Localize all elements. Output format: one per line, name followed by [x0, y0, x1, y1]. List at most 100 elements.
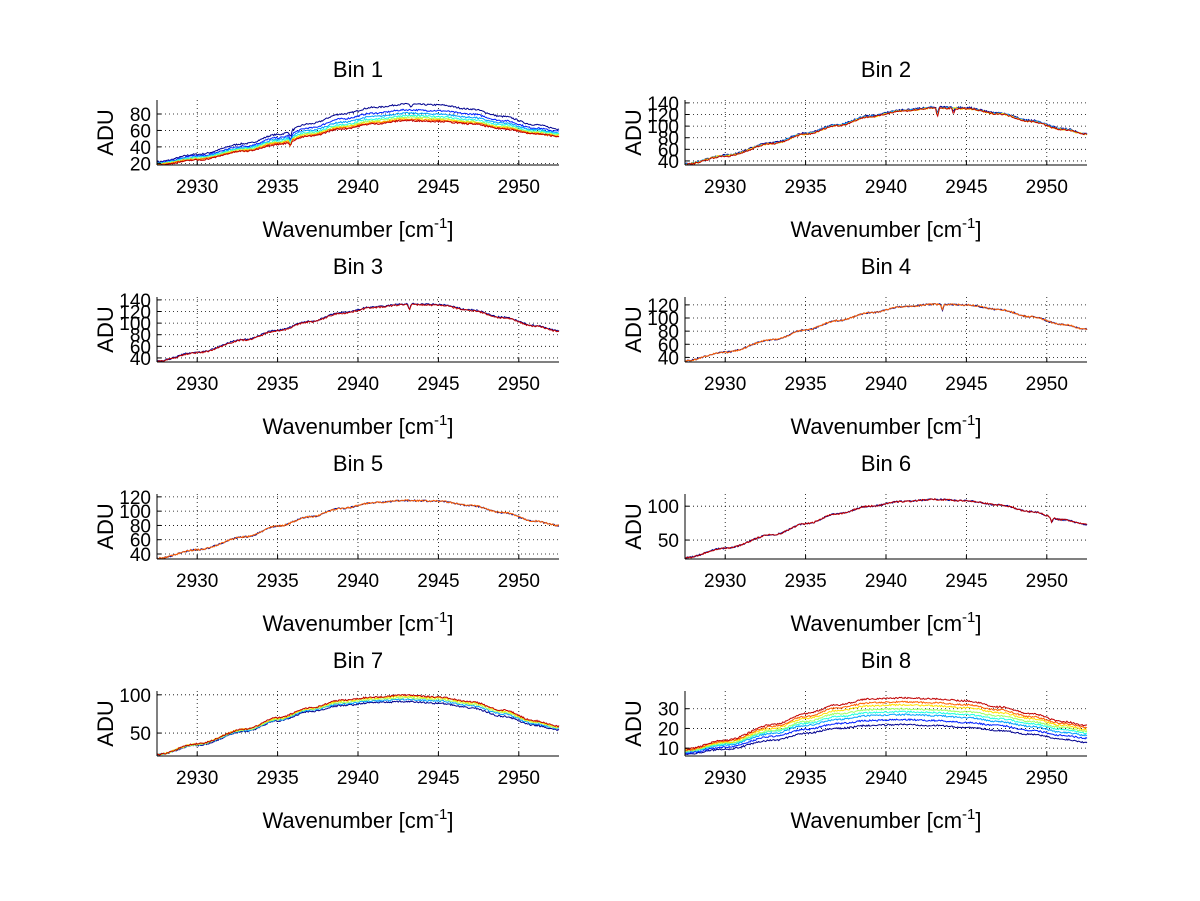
y-tick-label: 50: [130, 724, 151, 745]
series-line: [156, 696, 560, 756]
x-tick-label: 2950: [1026, 768, 1068, 789]
y-tick-label: 80: [130, 105, 151, 126]
series-line: [156, 102, 560, 163]
x-axis-label: Wavenumber [cm-1]: [262, 806, 453, 833]
y-axis-label: ADU: [621, 306, 646, 352]
chart-title: Bin 8: [861, 648, 911, 673]
y-tick-label: 120: [647, 106, 679, 127]
x-tick-label: 2945: [945, 177, 987, 198]
chart-title: Bin 4: [861, 254, 911, 279]
x-tick-label: 2940: [865, 177, 907, 198]
chart-title: Bin 5: [333, 451, 383, 476]
x-tick-label: 2945: [945, 571, 987, 592]
series-line: [156, 303, 560, 363]
series-line: [156, 499, 560, 560]
x-tick-label: 2945: [945, 374, 987, 395]
y-axis-label: ADU: [621, 700, 646, 746]
chart-title: Bin 6: [861, 451, 911, 476]
y-tick-label: 100: [119, 314, 151, 335]
y-tick-label: 120: [119, 488, 151, 509]
y-tick-label: 100: [647, 497, 679, 518]
x-axis-label-main: Wavenumber [cm: [262, 414, 434, 439]
y-tick-label: 140: [119, 291, 151, 312]
x-axis-label-superscript: -1: [434, 412, 447, 429]
x-tick-label: 2930: [704, 177, 746, 198]
y-tick-label: 40: [130, 349, 151, 370]
chart-title: Bin 2: [861, 57, 911, 82]
x-tick-label: 2935: [784, 374, 826, 395]
x-tick-label: 2950: [498, 374, 540, 395]
subplot-bin-7: 2930 2935 2940 2945 2950 50 100 Bin 7 ADU Wavenum…: [93, 648, 560, 833]
x-tick-label: 2940: [337, 374, 379, 395]
x-axis-label-superscript: -1: [962, 215, 975, 232]
x-tick-label: 2940: [337, 177, 379, 198]
chart-title: Bin 7: [333, 648, 383, 673]
y-tick-label: 60: [658, 140, 679, 161]
y-tick-label: 100: [119, 686, 151, 707]
x-tick-label: 2935: [256, 374, 298, 395]
x-tick-label: 2935: [256, 571, 298, 592]
x-tick-label: 2950: [498, 571, 540, 592]
x-tick-label: 2950: [498, 768, 540, 789]
series-line: [684, 106, 1088, 166]
y-tick-label: 60: [130, 337, 151, 358]
x-axis-label: Wavenumber [cm-1]: [790, 215, 981, 242]
series-line: [156, 108, 560, 164]
y-axis-label: ADU: [93, 700, 118, 746]
y-tick-label: 80: [130, 326, 151, 347]
x-tick-label: 2930: [176, 177, 218, 198]
series-line: [156, 693, 560, 756]
series-line: [156, 111, 560, 165]
x-tick-label: 2940: [865, 374, 907, 395]
y-tick-label: 100: [119, 502, 151, 523]
x-tick-label: 2930: [704, 374, 746, 395]
series-line: [684, 713, 1088, 754]
y-tick-label: 80: [658, 322, 679, 343]
x-tick-label: 2945: [417, 768, 459, 789]
series-line: [684, 718, 1088, 755]
x-axis-label-superscript: -1: [434, 806, 447, 823]
x-axis-label-main: Wavenumber [cm: [262, 217, 434, 242]
x-tick-label: 2945: [945, 768, 987, 789]
chart-title: Bin 1: [333, 57, 383, 82]
x-axis-label: Wavenumber [cm-1]: [262, 412, 453, 439]
y-tick-label: 40: [658, 152, 679, 173]
x-axis-label-end: ]: [975, 217, 981, 242]
series-line: [684, 303, 1088, 362]
x-axis-label: Wavenumber [cm-1]: [262, 215, 453, 242]
y-tick-label: 50: [658, 531, 679, 552]
y-axis-label: ADU: [93, 503, 118, 549]
chart-title: Bin 3: [333, 254, 383, 279]
y-tick-label: 40: [130, 138, 151, 159]
x-axis-label-superscript: -1: [962, 609, 975, 626]
y-tick-label: 60: [130, 121, 151, 142]
series-line: [156, 695, 560, 756]
y-axis-label: ADU: [621, 503, 646, 549]
series-line: [157, 119, 560, 166]
y-axis-label: ADU: [93, 109, 118, 155]
x-tick-label: 2935: [784, 177, 826, 198]
x-tick-label: 2945: [417, 374, 459, 395]
series-line: [156, 114, 560, 165]
x-tick-label: 2945: [417, 571, 459, 592]
x-axis-label-main: Wavenumber [cm: [262, 611, 434, 636]
y-tick-label: 140: [647, 94, 679, 115]
x-tick-label: 2930: [704, 571, 746, 592]
y-tick-label: 100: [647, 309, 679, 330]
y-axis-label: ADU: [93, 306, 118, 352]
x-axis-label-superscript: -1: [434, 609, 447, 626]
x-axis-label: Wavenumber [cm-1]: [790, 806, 981, 833]
x-tick-label: 2940: [337, 571, 379, 592]
x-tick-label: 2930: [704, 768, 746, 789]
y-tick-label: 80: [130, 516, 151, 537]
x-axis-label-end: ]: [975, 414, 981, 439]
x-tick-label: 2930: [176, 571, 218, 592]
x-axis-label-end: ]: [975, 611, 981, 636]
x-axis-label: Wavenumber [cm-1]: [790, 609, 981, 636]
x-axis-label-main: Wavenumber [cm: [790, 414, 962, 439]
x-tick-label: 2940: [865, 571, 907, 592]
